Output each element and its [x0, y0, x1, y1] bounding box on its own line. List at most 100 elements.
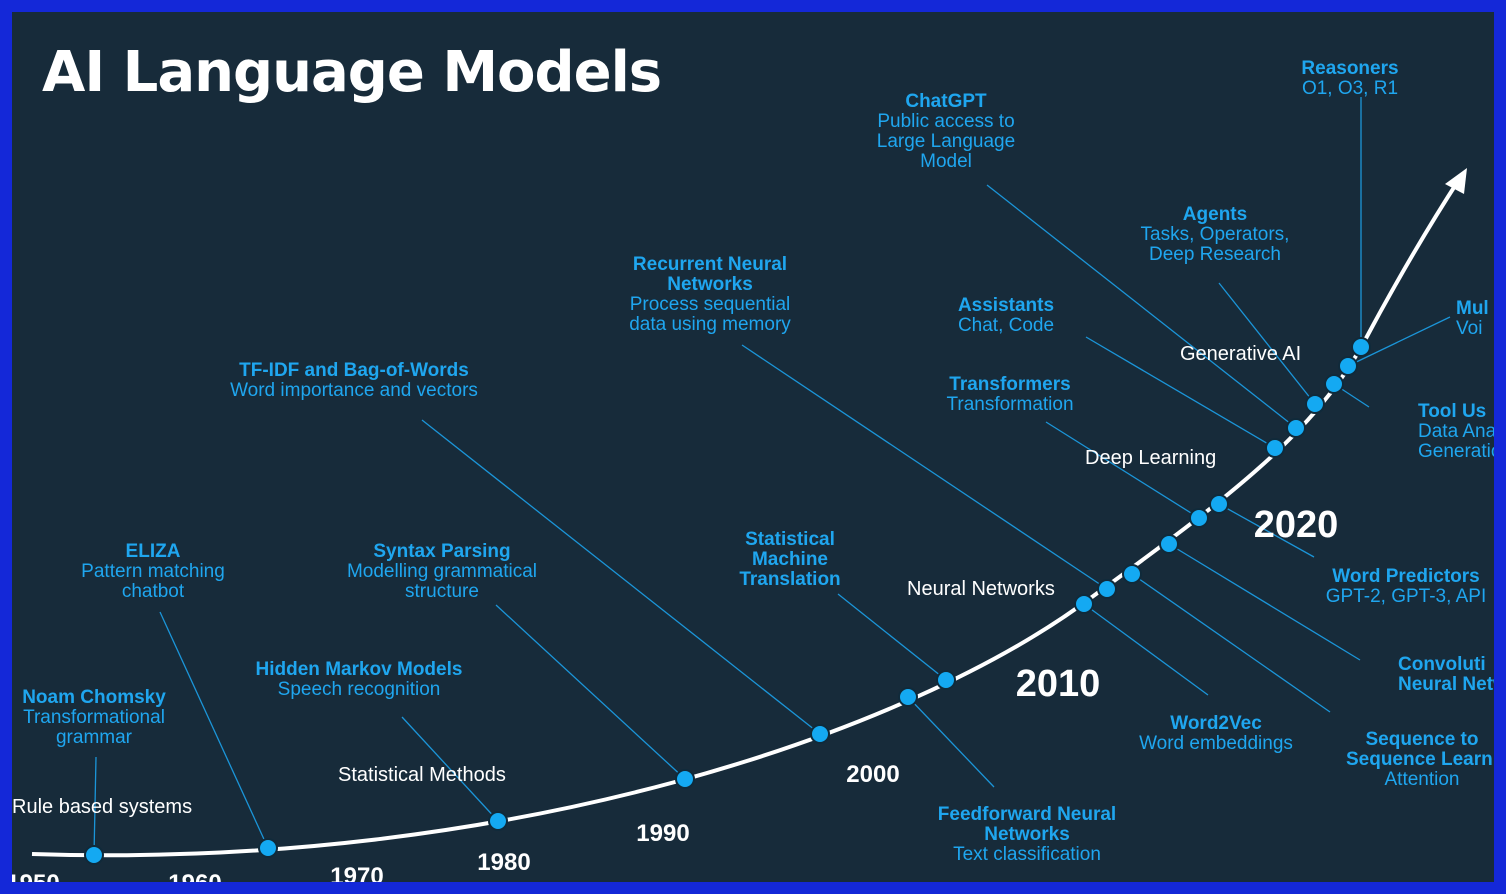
event-leader-line: [1168, 543, 1361, 661]
event-description: Voi: [1456, 318, 1482, 339]
event-description: Process sequential: [630, 294, 791, 315]
event-description: Word embeddings: [1139, 733, 1293, 754]
event-title: Transformers: [949, 374, 1070, 395]
event-description: grammar: [56, 727, 133, 748]
event-description: Generation,: [1418, 441, 1494, 462]
event-description: Attention: [1385, 769, 1460, 790]
event-description: Modelling grammatical: [347, 561, 537, 582]
era-label: Generative AI: [1180, 343, 1301, 365]
event-node: [1189, 508, 1209, 528]
event-leader-line: [1045, 421, 1200, 519]
year-label: 1970: [330, 863, 383, 882]
event-title: Sequence to: [1366, 729, 1479, 750]
event-leader-line: [1218, 503, 1315, 558]
page-title: AI Language Models: [42, 40, 662, 105]
event-node: [1097, 579, 1117, 599]
year-label: 1990: [636, 820, 689, 847]
event-description: structure: [405, 581, 479, 602]
era-label: Rule based systems: [12, 796, 192, 818]
event-title: Networks: [984, 824, 1070, 845]
event-description: Public access to: [877, 111, 1014, 132]
event-title: Neural Netw: [1398, 674, 1494, 695]
event-description: Transformational: [23, 707, 165, 728]
event-node: [936, 670, 956, 690]
event-node: [1122, 564, 1142, 584]
event-node: [1209, 494, 1229, 514]
event-node: [810, 724, 830, 744]
event-title: Feedforward Neural: [938, 804, 1116, 825]
year-label: 1980: [477, 849, 530, 876]
event-leader-line: [837, 593, 947, 681]
event-title: Recurrent Neural: [633, 254, 787, 275]
timeline-slide: Noam Chomsky Transformational grammar ELIZA…: [12, 12, 1494, 882]
event-title: TF-IDF and Bag-of-Words: [239, 360, 469, 381]
event-leader-line: [986, 184, 1297, 429]
event-node: [1286, 418, 1306, 438]
event-title: Word Predictors: [1332, 566, 1479, 587]
event-node: [488, 811, 508, 831]
timeline-arrowhead: [1445, 168, 1467, 194]
event-node: [84, 845, 104, 865]
event-title: Machine: [752, 549, 828, 570]
event-description: Deep Research: [1149, 244, 1281, 265]
event-leader-line: [1131, 573, 1331, 713]
event-leader-line: [93, 756, 97, 856]
event-node: [1159, 534, 1179, 554]
event-description: data using memory: [629, 314, 791, 335]
era-label: Deep Learning: [1085, 447, 1216, 469]
event-description: O1, O3, R1: [1302, 78, 1398, 99]
event-description: Chat, Code: [958, 315, 1054, 336]
event-title: Translation: [739, 569, 840, 590]
year-label: 1960: [168, 870, 221, 882]
event-leader-line: [421, 419, 821, 735]
event-leader-line: [1347, 316, 1451, 367]
event-description: Pattern matching: [81, 561, 225, 582]
event-title: Mul: [1456, 298, 1489, 319]
event-description: chatbot: [122, 581, 185, 602]
event-title: Syntax Parsing: [373, 541, 510, 562]
event-description: Model: [920, 151, 972, 172]
era-label: Statistical Methods: [338, 764, 506, 786]
event-node: [675, 769, 695, 789]
event-node: [1351, 337, 1371, 357]
event-description: Transformation: [946, 394, 1073, 415]
event-title: Noam Chomsky: [22, 687, 166, 708]
event-node: [1074, 594, 1094, 614]
event-title: Agents: [1183, 204, 1247, 225]
era-label: Neural Networks: [907, 578, 1055, 600]
event-description: Large Language: [877, 131, 1015, 152]
event-title: Tool Us: [1418, 401, 1486, 422]
year-label: 1950: [12, 870, 60, 882]
event-node: [1338, 356, 1358, 376]
event-title: Word2Vec: [1170, 713, 1262, 734]
event-leader-line: [1085, 336, 1276, 449]
event-title: ChatGPT: [905, 91, 987, 112]
event-description: Text classification: [953, 844, 1101, 865]
timeline-curve: [31, 176, 1462, 858]
event-title: Networks: [667, 274, 753, 295]
year-label: 2000: [846, 761, 899, 788]
event-description: Data Analysis,: [1418, 421, 1494, 442]
event-title: ELIZA: [126, 541, 181, 562]
event-node: [1305, 394, 1325, 414]
event-description: Word importance and vectors: [230, 380, 478, 401]
event-leader-line: [159, 611, 269, 849]
event-leader-line: [907, 696, 995, 788]
event-title: Assistants: [958, 295, 1054, 316]
year-label: 2010: [1016, 663, 1101, 705]
year-label: 2020: [1254, 504, 1339, 546]
event-node: [1324, 374, 1344, 394]
event-leader-line: [1083, 603, 1209, 696]
event-title: Convoluti: [1398, 654, 1486, 675]
event-description: Speech recognition: [278, 679, 441, 700]
event-leader-line: [1218, 282, 1316, 405]
event-title: Reasoners: [1301, 58, 1398, 79]
event-description: Tasks, Operators,: [1141, 224, 1290, 245]
event-node: [898, 687, 918, 707]
event-leader-line: [495, 604, 686, 780]
event-node: [1265, 438, 1285, 458]
event-leader-line: [401, 716, 499, 822]
event-title: Statistical: [745, 529, 835, 550]
event-title: Sequence Learni: [1346, 749, 1494, 770]
